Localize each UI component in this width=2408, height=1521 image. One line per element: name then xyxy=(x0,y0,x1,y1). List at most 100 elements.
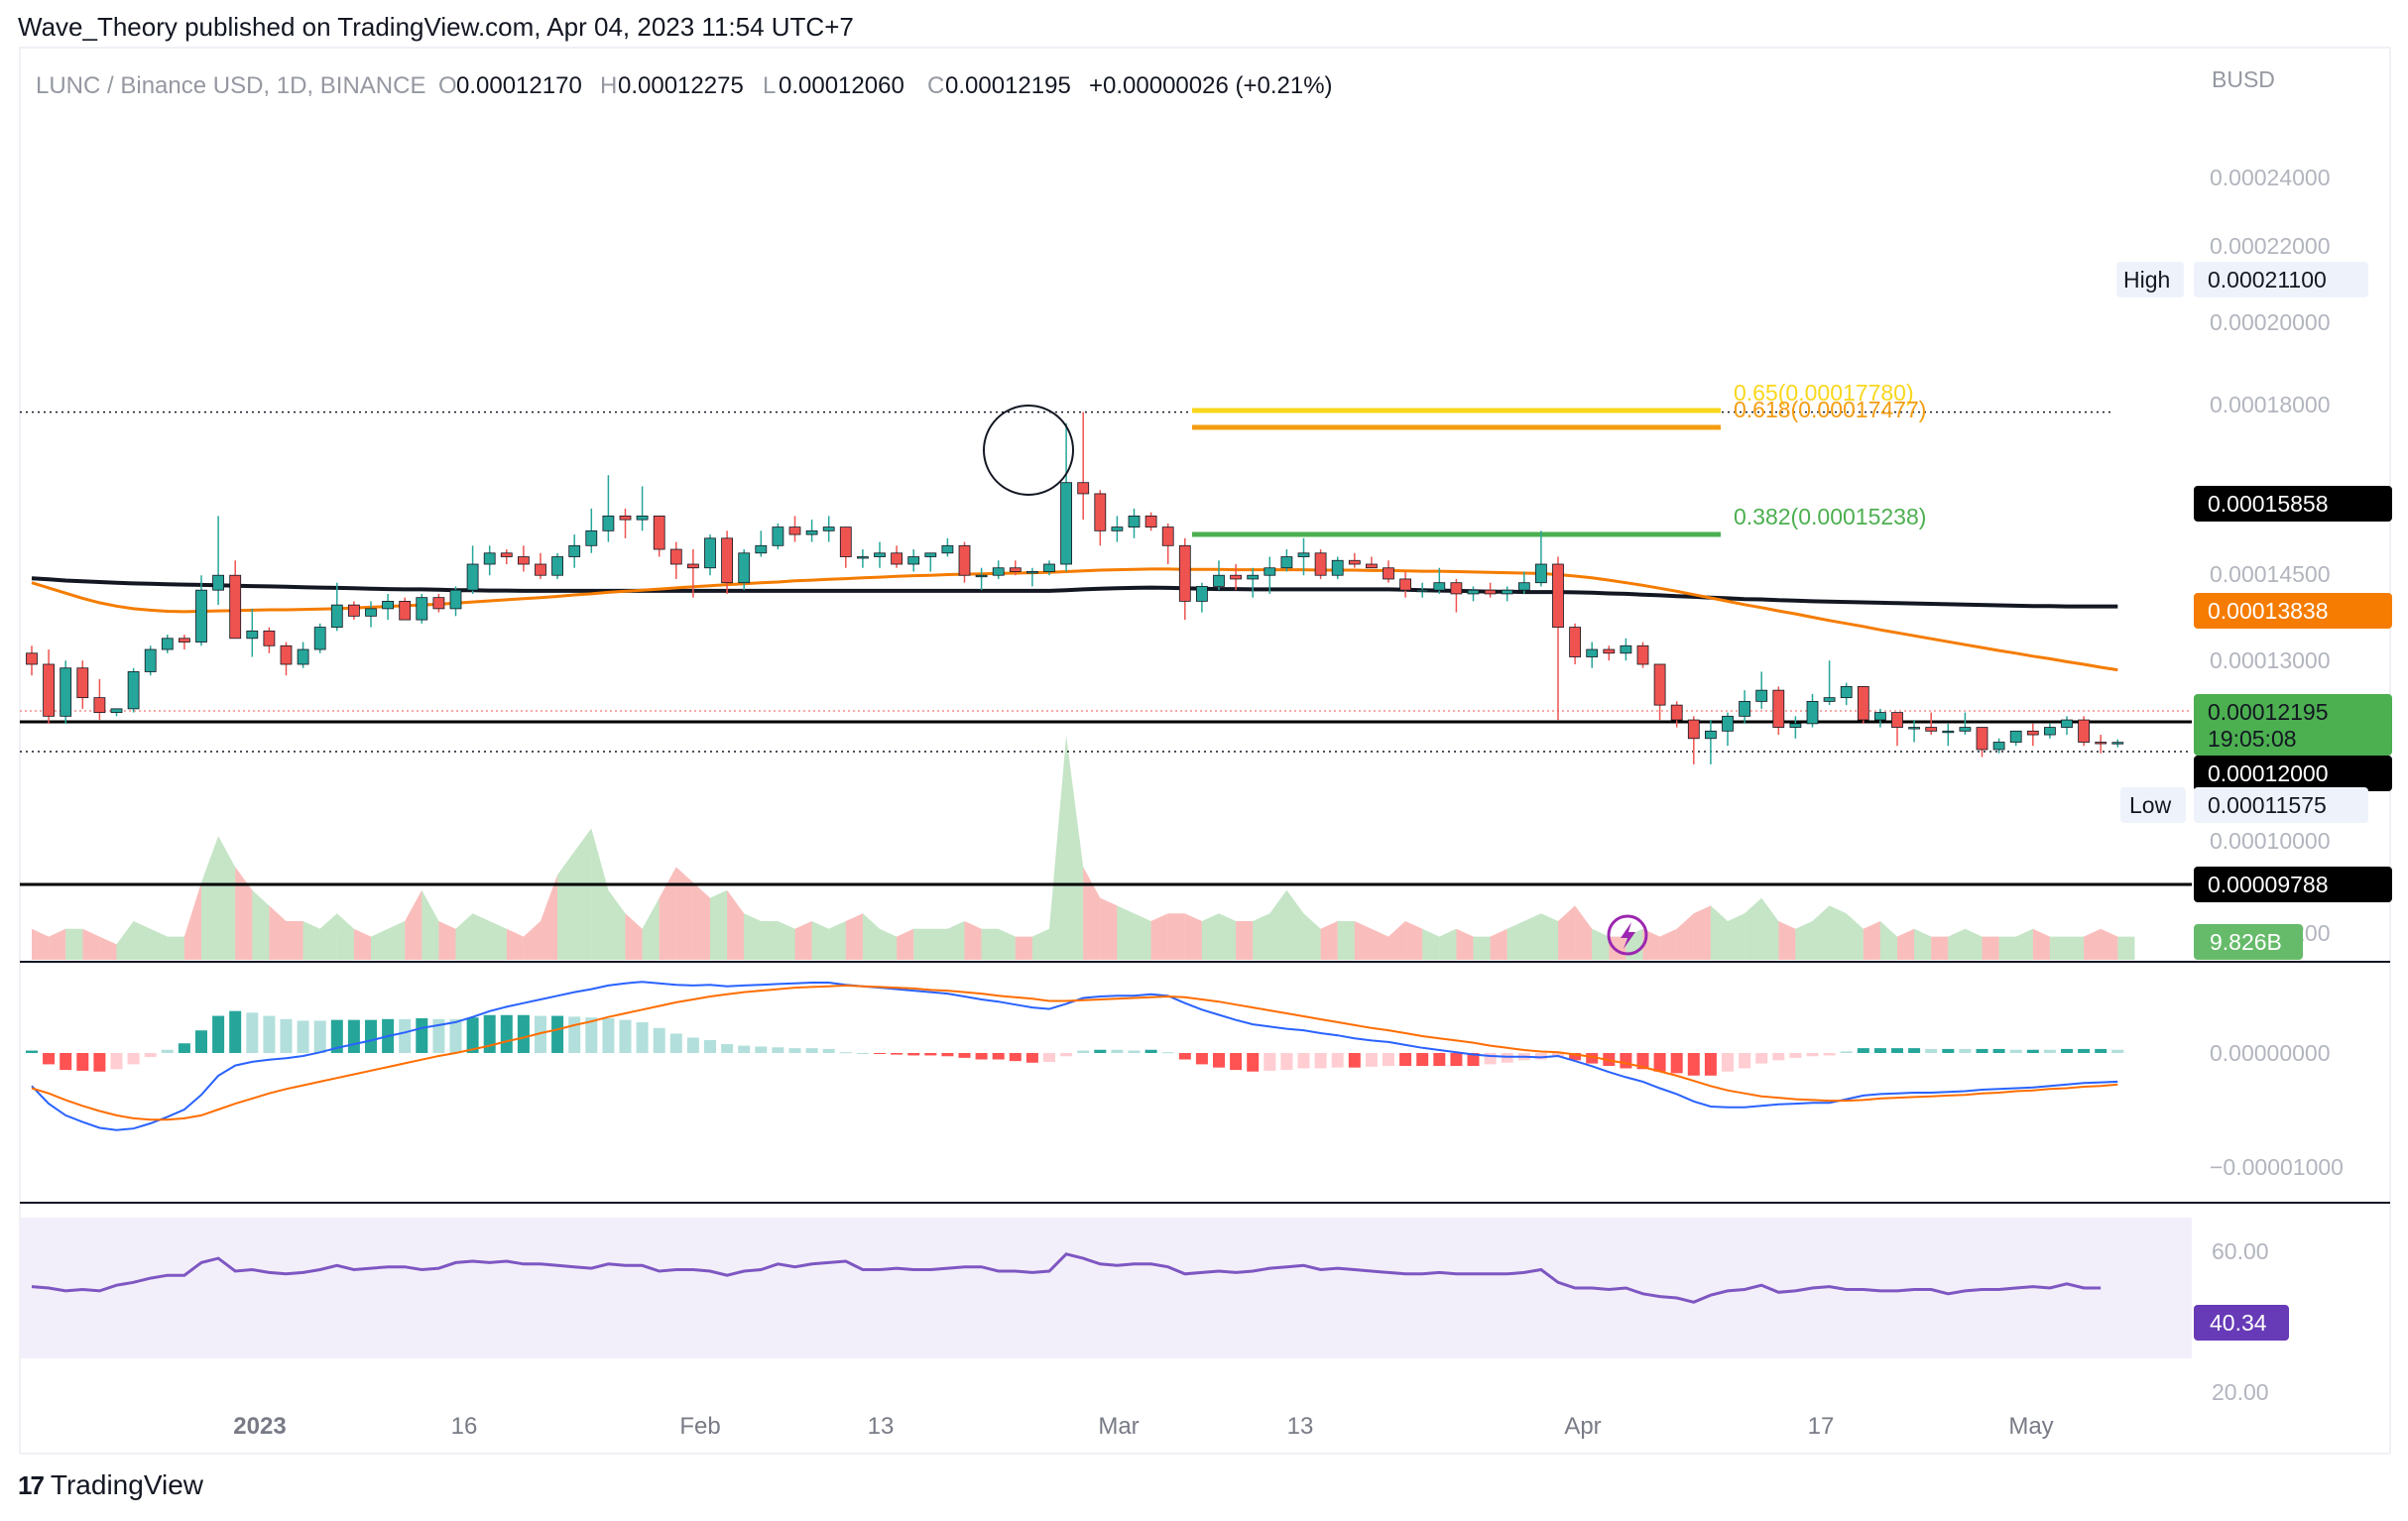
candle-body xyxy=(60,667,72,717)
volume-bar xyxy=(1778,921,1796,960)
candle-body xyxy=(1670,704,1683,721)
volume-bar xyxy=(405,889,422,960)
macd-histogram-bar xyxy=(1501,1053,1513,1063)
candle-body xyxy=(1314,552,1327,576)
volume-bar xyxy=(65,928,83,960)
macd-histogram-bar xyxy=(1247,1053,1260,1072)
macd-histogram-bar xyxy=(2009,1049,2022,1053)
last-price-badge: 0.00012195 xyxy=(2208,699,2329,725)
volume-bar xyxy=(421,889,439,960)
chart-frame xyxy=(19,47,2391,1455)
macd-histogram-bar xyxy=(1484,1053,1497,1065)
macd-histogram-bar xyxy=(1992,1048,2005,1053)
volume-bar xyxy=(1422,928,1440,960)
candle-body xyxy=(365,608,377,617)
macd-histogram-bar xyxy=(1399,1053,1412,1067)
candle-body xyxy=(1331,559,1344,576)
high-label: H xyxy=(600,72,617,99)
macd-histogram-bar xyxy=(1873,1048,1886,1053)
candle-body xyxy=(1144,515,1157,528)
macd-histogram-bar xyxy=(1195,1053,1208,1065)
candle-body xyxy=(975,574,988,578)
volume-bar xyxy=(845,913,863,960)
candle-body xyxy=(772,526,784,546)
macd-histogram-bar xyxy=(246,1012,259,1053)
candle-body xyxy=(110,708,123,713)
volume-bar xyxy=(269,905,287,960)
price-tick: 0.00018000 xyxy=(2210,392,2331,417)
candle-body xyxy=(2078,719,2091,743)
candle-body xyxy=(958,544,971,576)
volume-bar xyxy=(1982,936,1999,960)
volume-bar xyxy=(811,921,829,960)
macd-histogram-bar xyxy=(347,1019,360,1053)
macd-histogram-bar xyxy=(1620,1053,1632,1069)
volume-bar xyxy=(2084,928,2102,960)
candle-body xyxy=(1196,586,1208,602)
lightning-icon[interactable] xyxy=(1607,914,1648,956)
volume-bar xyxy=(201,836,219,960)
low-label: L xyxy=(763,72,776,99)
macd-histogram-bar xyxy=(585,1017,598,1053)
macd-histogram-bar xyxy=(1416,1053,1429,1067)
macd-histogram-bar xyxy=(2061,1048,2073,1053)
candle-body xyxy=(1280,556,1293,569)
macd-histogram-bar xyxy=(721,1044,734,1053)
macd-histogram-bar xyxy=(43,1053,56,1065)
fib-0618-label: 0.618(0.00017477) xyxy=(1734,397,1926,422)
candle-body xyxy=(857,556,869,559)
volume-bar xyxy=(1914,928,1932,960)
candle-body xyxy=(195,589,207,643)
currency-label: BUSD xyxy=(2212,66,2275,92)
price-tick: 0.00022000 xyxy=(2210,233,2331,259)
macd-histogram-bar xyxy=(1687,1053,1700,1076)
candle-body xyxy=(161,638,174,650)
candle-body xyxy=(246,630,259,640)
candle-body xyxy=(1636,644,1649,665)
low-badge-label: Low xyxy=(2129,792,2172,818)
macd-histogram-bar xyxy=(822,1048,835,1053)
volume-bar xyxy=(1354,921,1372,960)
macd-histogram-bar xyxy=(399,1018,412,1053)
candle-body xyxy=(1603,648,1616,654)
macd-histogram-bar xyxy=(1534,1053,1547,1060)
volume-bar xyxy=(1201,913,1219,960)
volume-bar xyxy=(438,921,456,960)
time-tick: 13 xyxy=(1287,1413,1314,1440)
price-tick: 0.00010000 xyxy=(2210,828,2331,854)
volume-bar xyxy=(1490,928,1507,960)
candle-body xyxy=(1111,526,1124,531)
macd-histogram-bar xyxy=(1111,1049,1124,1053)
macd-histogram-bar xyxy=(144,1053,157,1058)
macd-histogram-bar xyxy=(517,1014,530,1053)
candle-body xyxy=(1653,663,1666,706)
candle-body xyxy=(263,630,276,646)
volume-bar xyxy=(2032,928,2050,960)
volume-bar xyxy=(506,928,524,960)
macd-histogram-bar xyxy=(788,1048,801,1053)
macd-histogram-bar xyxy=(1383,1053,1394,1067)
volume-bar xyxy=(1337,921,1355,960)
rsi-pane xyxy=(31,1252,2102,1304)
macd-histogram-bar xyxy=(195,1030,207,1053)
volume-bar xyxy=(794,921,812,960)
volume-bar xyxy=(1879,921,1897,960)
macd-histogram-bar xyxy=(805,1048,818,1053)
candle-body xyxy=(907,556,920,565)
candle-body xyxy=(2026,730,2039,736)
macd-histogram-bar xyxy=(1925,1048,1938,1053)
candle-body xyxy=(1687,719,1700,740)
candle-body xyxy=(212,574,225,591)
candle-body xyxy=(1891,712,1903,728)
macd-histogram-bar xyxy=(619,1019,632,1053)
volume-bar xyxy=(472,913,490,960)
ma200-line xyxy=(31,576,2118,609)
volume-bar xyxy=(591,828,609,960)
candle-body xyxy=(382,601,395,610)
macd-histogram-bar xyxy=(1772,1053,1785,1061)
candle-body xyxy=(1264,567,1276,576)
candle-body xyxy=(1857,686,1869,721)
volume-bar xyxy=(675,867,693,960)
rsi-line xyxy=(31,1252,2102,1304)
